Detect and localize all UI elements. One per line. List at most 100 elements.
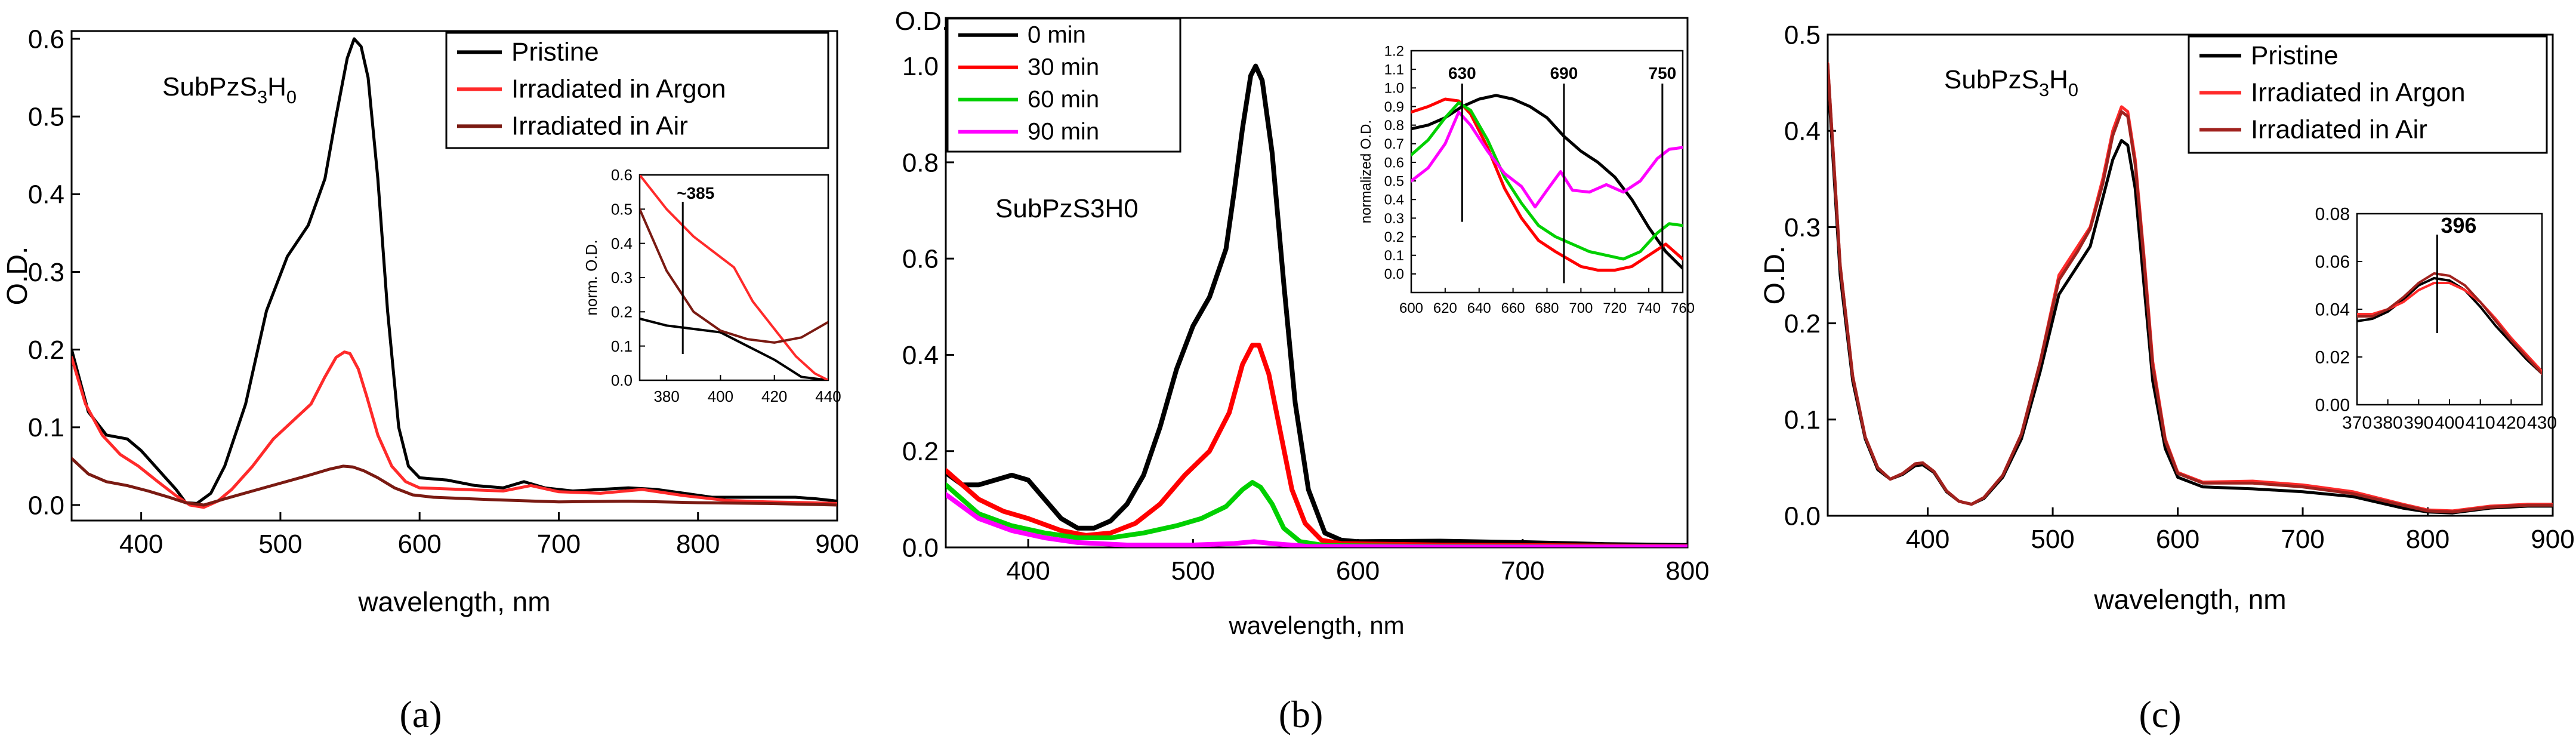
y-tick-label: 0.3 xyxy=(28,258,64,287)
legend-label: 90 min xyxy=(1028,119,1099,145)
inset-x-tick-label: 420 xyxy=(761,387,787,405)
y-tick-label: 0.1 xyxy=(1784,405,1821,435)
inset-marker-label: 396 xyxy=(2441,213,2476,238)
inset-x-tick-label: 620 xyxy=(1433,300,1457,316)
y-tick-label: 0.8 xyxy=(902,148,939,177)
y-tick-label: 1.0 xyxy=(902,52,939,81)
x-tick-label: 500 xyxy=(258,529,302,559)
inset-y-tick-label: 0.06 xyxy=(2315,253,2350,272)
inset-y-tick-label: 0.3 xyxy=(1384,211,1404,227)
x-axis-title: wavelength, nm xyxy=(2093,584,2286,615)
inset-x-tick-label: 390 xyxy=(2404,413,2433,433)
x-tick-label: 400 xyxy=(1006,556,1050,586)
legend-label: Irradiated in Argon xyxy=(2251,78,2466,107)
inset-y-tick-label: 0.2 xyxy=(1384,229,1404,245)
x-tick-label: 900 xyxy=(815,529,859,559)
x-tick-label: 800 xyxy=(2406,525,2449,554)
y-tick-label: 0.0 xyxy=(902,533,939,562)
inset-y-tick-label: 0.0 xyxy=(1384,266,1404,282)
y-tick-label: 0.4 xyxy=(1784,117,1821,146)
inset-x-tick-label: 380 xyxy=(2373,413,2403,433)
inset-series-line-90-min xyxy=(1411,110,1683,209)
legend-label: Pristine xyxy=(2251,41,2339,70)
inset-y-tick-label: 0.00 xyxy=(2315,396,2350,415)
x-tick-label: 800 xyxy=(1665,556,1709,586)
series-line-90-min xyxy=(946,492,1687,547)
series-line-30-min xyxy=(946,343,1687,547)
y-tick-label: 0.0 xyxy=(28,491,64,520)
inset-y-tick-label: 0.7 xyxy=(1384,136,1404,152)
inset-x-tick-label: 370 xyxy=(2342,413,2372,433)
panel-c: 400 500 600 700 800 900 0.0 0.1 0.2 0.3 0.4 0.5 O.D.… xyxy=(1759,20,2575,615)
legend-label: Irradiated in Air xyxy=(2251,115,2427,144)
legend-label: 60 min xyxy=(1028,87,1099,113)
inset-x-tick-label: 380 xyxy=(653,387,679,405)
legend-label: Irradiated in Air xyxy=(511,112,688,141)
inset-y-tick-label: 0.4 xyxy=(611,235,633,253)
inset-marker-label: 630 xyxy=(1448,64,1476,82)
inset-series-line-60-min xyxy=(1411,101,1683,261)
inset-x-tick-label: 420 xyxy=(2496,413,2526,433)
inset-series-line-irradiated-in-air xyxy=(640,208,828,344)
series-line-irradiated-in-air xyxy=(1828,61,2553,514)
legend-label: 30 min xyxy=(1028,54,1099,81)
x-tick-label: 600 xyxy=(1336,556,1380,586)
y-tick-label: 0.0 xyxy=(1784,501,1821,531)
inset-x-tick-label: 740 xyxy=(1637,300,1661,316)
legend-label: 0 min xyxy=(1028,22,1086,48)
inset-x-tick-label: 660 xyxy=(1501,300,1525,316)
inset-y-axis-title: norm. O.D. xyxy=(582,239,600,315)
panel-b: 400 500 600 700 800 0.0 0.2 0.4 0.6 0.8 1.0 O.D. wav… xyxy=(895,7,1710,639)
y-tick-label: 0.6 xyxy=(902,245,939,274)
caption-c: (c) xyxy=(2139,693,2181,735)
x-tick-label: 700 xyxy=(2281,525,2324,554)
x-tick-label: 600 xyxy=(397,529,441,559)
x-tick-label: 700 xyxy=(1501,556,1544,586)
x-tick-label: 500 xyxy=(2031,525,2074,554)
inset-series-line-pristine xyxy=(2357,277,2542,375)
sample-label: SubPzS3H0 xyxy=(1944,65,2078,100)
inset-y-tick-label: 0.0 xyxy=(611,371,633,389)
inset-marker-label: ~385 xyxy=(677,184,714,202)
inset-y-tick-label: 0.3 xyxy=(611,269,633,287)
inset-y-tick-label: 0.5 xyxy=(611,200,633,218)
inset-marker-label: 690 xyxy=(1550,64,1578,82)
y-tick-label: 0.2 xyxy=(1784,309,1821,338)
inset-x-tick-label: 760 xyxy=(1671,300,1695,316)
inset-y-tick-label: 0.8 xyxy=(1384,118,1404,134)
legend-label: Pristine xyxy=(511,38,599,67)
caption-b: (b) xyxy=(1279,693,1324,735)
inset-y-tick-label: 0.4 xyxy=(1384,192,1404,208)
series-line-60-min xyxy=(946,480,1687,547)
inset-plot-frame xyxy=(1410,50,1684,294)
x-tick-label: 600 xyxy=(2156,525,2199,554)
caption-a: (a) xyxy=(399,693,442,735)
inset-x-tick-label: 600 xyxy=(1399,300,1423,316)
inset-x-tick-label: 400 xyxy=(2435,413,2464,433)
inset-y-axis-title: normalized O.D. xyxy=(1358,120,1374,223)
y-tick-label: 0.6 xyxy=(28,24,64,54)
inset-x-tick-label: 700 xyxy=(1569,300,1593,316)
inset-series-line-0-min xyxy=(1411,94,1683,270)
y-tick-label: 0.5 xyxy=(28,103,64,132)
sample-label: SubPzS3H0 xyxy=(995,194,1139,223)
inset-series-line-irradiated-in-argon xyxy=(640,175,828,380)
inset-y-tick-label: 0.08 xyxy=(2315,205,2350,224)
y-tick-label: 0.4 xyxy=(28,180,64,210)
legend-box xyxy=(445,32,829,149)
x-axis-title: wavelength, nm xyxy=(357,586,550,617)
inset-x-tick-label: 440 xyxy=(815,387,841,405)
y-tick-label: 0.2 xyxy=(28,335,64,365)
inset-y-tick-label: 1.2 xyxy=(1384,43,1404,59)
inset-y-tick-label: 0.02 xyxy=(2315,348,2350,368)
plot-frame xyxy=(1827,33,2554,517)
inset-x-tick-label: 720 xyxy=(1603,300,1627,316)
inset-series-line-irradiated-in-air xyxy=(2357,272,2542,375)
inset-y-tick-label: 0.6 xyxy=(611,166,633,184)
y-axis-title: O.D. xyxy=(1759,246,1791,305)
y-axis-title: O.D. xyxy=(895,7,949,36)
inset-x-tick-label: 410 xyxy=(2466,413,2495,433)
sample-label: SubPzS3H0 xyxy=(162,72,297,107)
y-tick-label: 0.4 xyxy=(902,341,939,370)
inset-plot-frame xyxy=(638,174,829,381)
